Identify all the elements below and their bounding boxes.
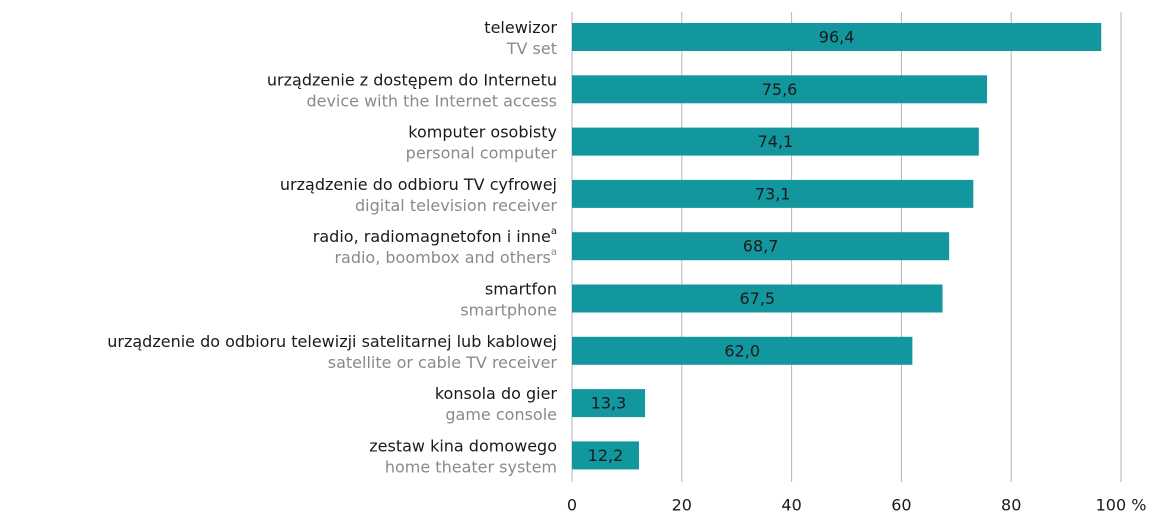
- category-label: smartfon: [485, 279, 557, 298]
- category-label: radio, radiomagnetofon i innea: [313, 226, 557, 246]
- category-label-en: digital television receiver: [355, 195, 557, 214]
- bar: [572, 75, 988, 104]
- value-label: 74,1: [758, 132, 794, 151]
- category-label-text: radio, radiomagnetofon i inne: [313, 227, 551, 246]
- category-label: urządzenie do odbioru TV cyfrowej: [280, 174, 557, 193]
- category-label-en-text: personal computer: [406, 143, 558, 162]
- category-label-en: game console: [445, 405, 557, 424]
- value-label: 62,0: [724, 341, 760, 360]
- x-tick-label: 40: [781, 496, 801, 515]
- bar: [572, 441, 639, 470]
- value-label: 13,3: [591, 394, 627, 413]
- category-label: urządzenie z dostępem do Internetu: [267, 70, 557, 89]
- category-label-en-text: device with the Internet access: [306, 91, 557, 110]
- category-label: konsola do gier: [435, 384, 558, 403]
- category-label: urządzenie do odbioru telewizji satelita…: [107, 331, 557, 350]
- category-label-en: device with the Internet access: [306, 91, 557, 110]
- value-label: 68,7: [743, 237, 779, 256]
- value-label: 75,6: [762, 80, 798, 99]
- category-label-en-text: satellite or cable TV receiver: [328, 352, 558, 371]
- value-label: 12,2: [588, 446, 624, 465]
- bar: [572, 127, 979, 156]
- value-label: 96,4: [819, 28, 855, 47]
- value-label: 67,5: [739, 289, 775, 308]
- category-label: zestaw kina domowego: [369, 436, 557, 455]
- category-label-en: smartphone: [460, 300, 557, 319]
- category-label-en: satellite or cable TV receiver: [328, 352, 558, 371]
- bar: [572, 284, 943, 313]
- x-tick-label: 80: [1001, 496, 1021, 515]
- footnote-mark: a: [551, 226, 557, 237]
- category-label-text: komputer osobisty: [408, 122, 557, 141]
- category-label-text: urządzenie z dostępem do Internetu: [267, 70, 557, 89]
- x-tick-label: 100 %: [1096, 496, 1147, 515]
- category-label-en-text: game console: [445, 405, 557, 424]
- category-label-text: urządzenie do odbioru TV cyfrowej: [280, 174, 557, 193]
- bar: [572, 389, 646, 418]
- category-label-en-text: radio, boombox and others: [334, 248, 550, 267]
- category-label-en-text: TV set: [506, 39, 557, 58]
- x-tick-label: 20: [672, 496, 692, 515]
- category-label-en: home theater system: [385, 457, 557, 476]
- category-label-text: smartfon: [485, 279, 557, 298]
- bar: [572, 232, 950, 261]
- category-label-en: radio, boombox and othersa: [334, 247, 557, 267]
- x-tick-label: 60: [891, 496, 911, 515]
- category-label-en-text: smartphone: [460, 300, 557, 319]
- category-label-en-text: home theater system: [385, 457, 557, 476]
- category-label-text: zestaw kina domowego: [369, 436, 557, 455]
- category-label-en-text: digital television receiver: [355, 195, 557, 214]
- category-label: telewizor: [484, 18, 557, 37]
- footnote-mark: a: [551, 247, 557, 258]
- category-label-en: TV set: [506, 39, 557, 58]
- bar: [572, 179, 974, 208]
- category-label: komputer osobisty: [408, 122, 557, 141]
- category-label-en: personal computer: [406, 143, 558, 162]
- category-label-text: konsola do gier: [435, 384, 558, 403]
- bar: [572, 23, 1102, 51]
- category-label-text: telewizor: [484, 18, 557, 37]
- x-tick-label: 0: [567, 496, 577, 515]
- value-label: 73,1: [755, 184, 791, 203]
- category-label-text: urządzenie do odbioru telewizji satelita…: [107, 331, 557, 350]
- bar: [572, 336, 913, 365]
